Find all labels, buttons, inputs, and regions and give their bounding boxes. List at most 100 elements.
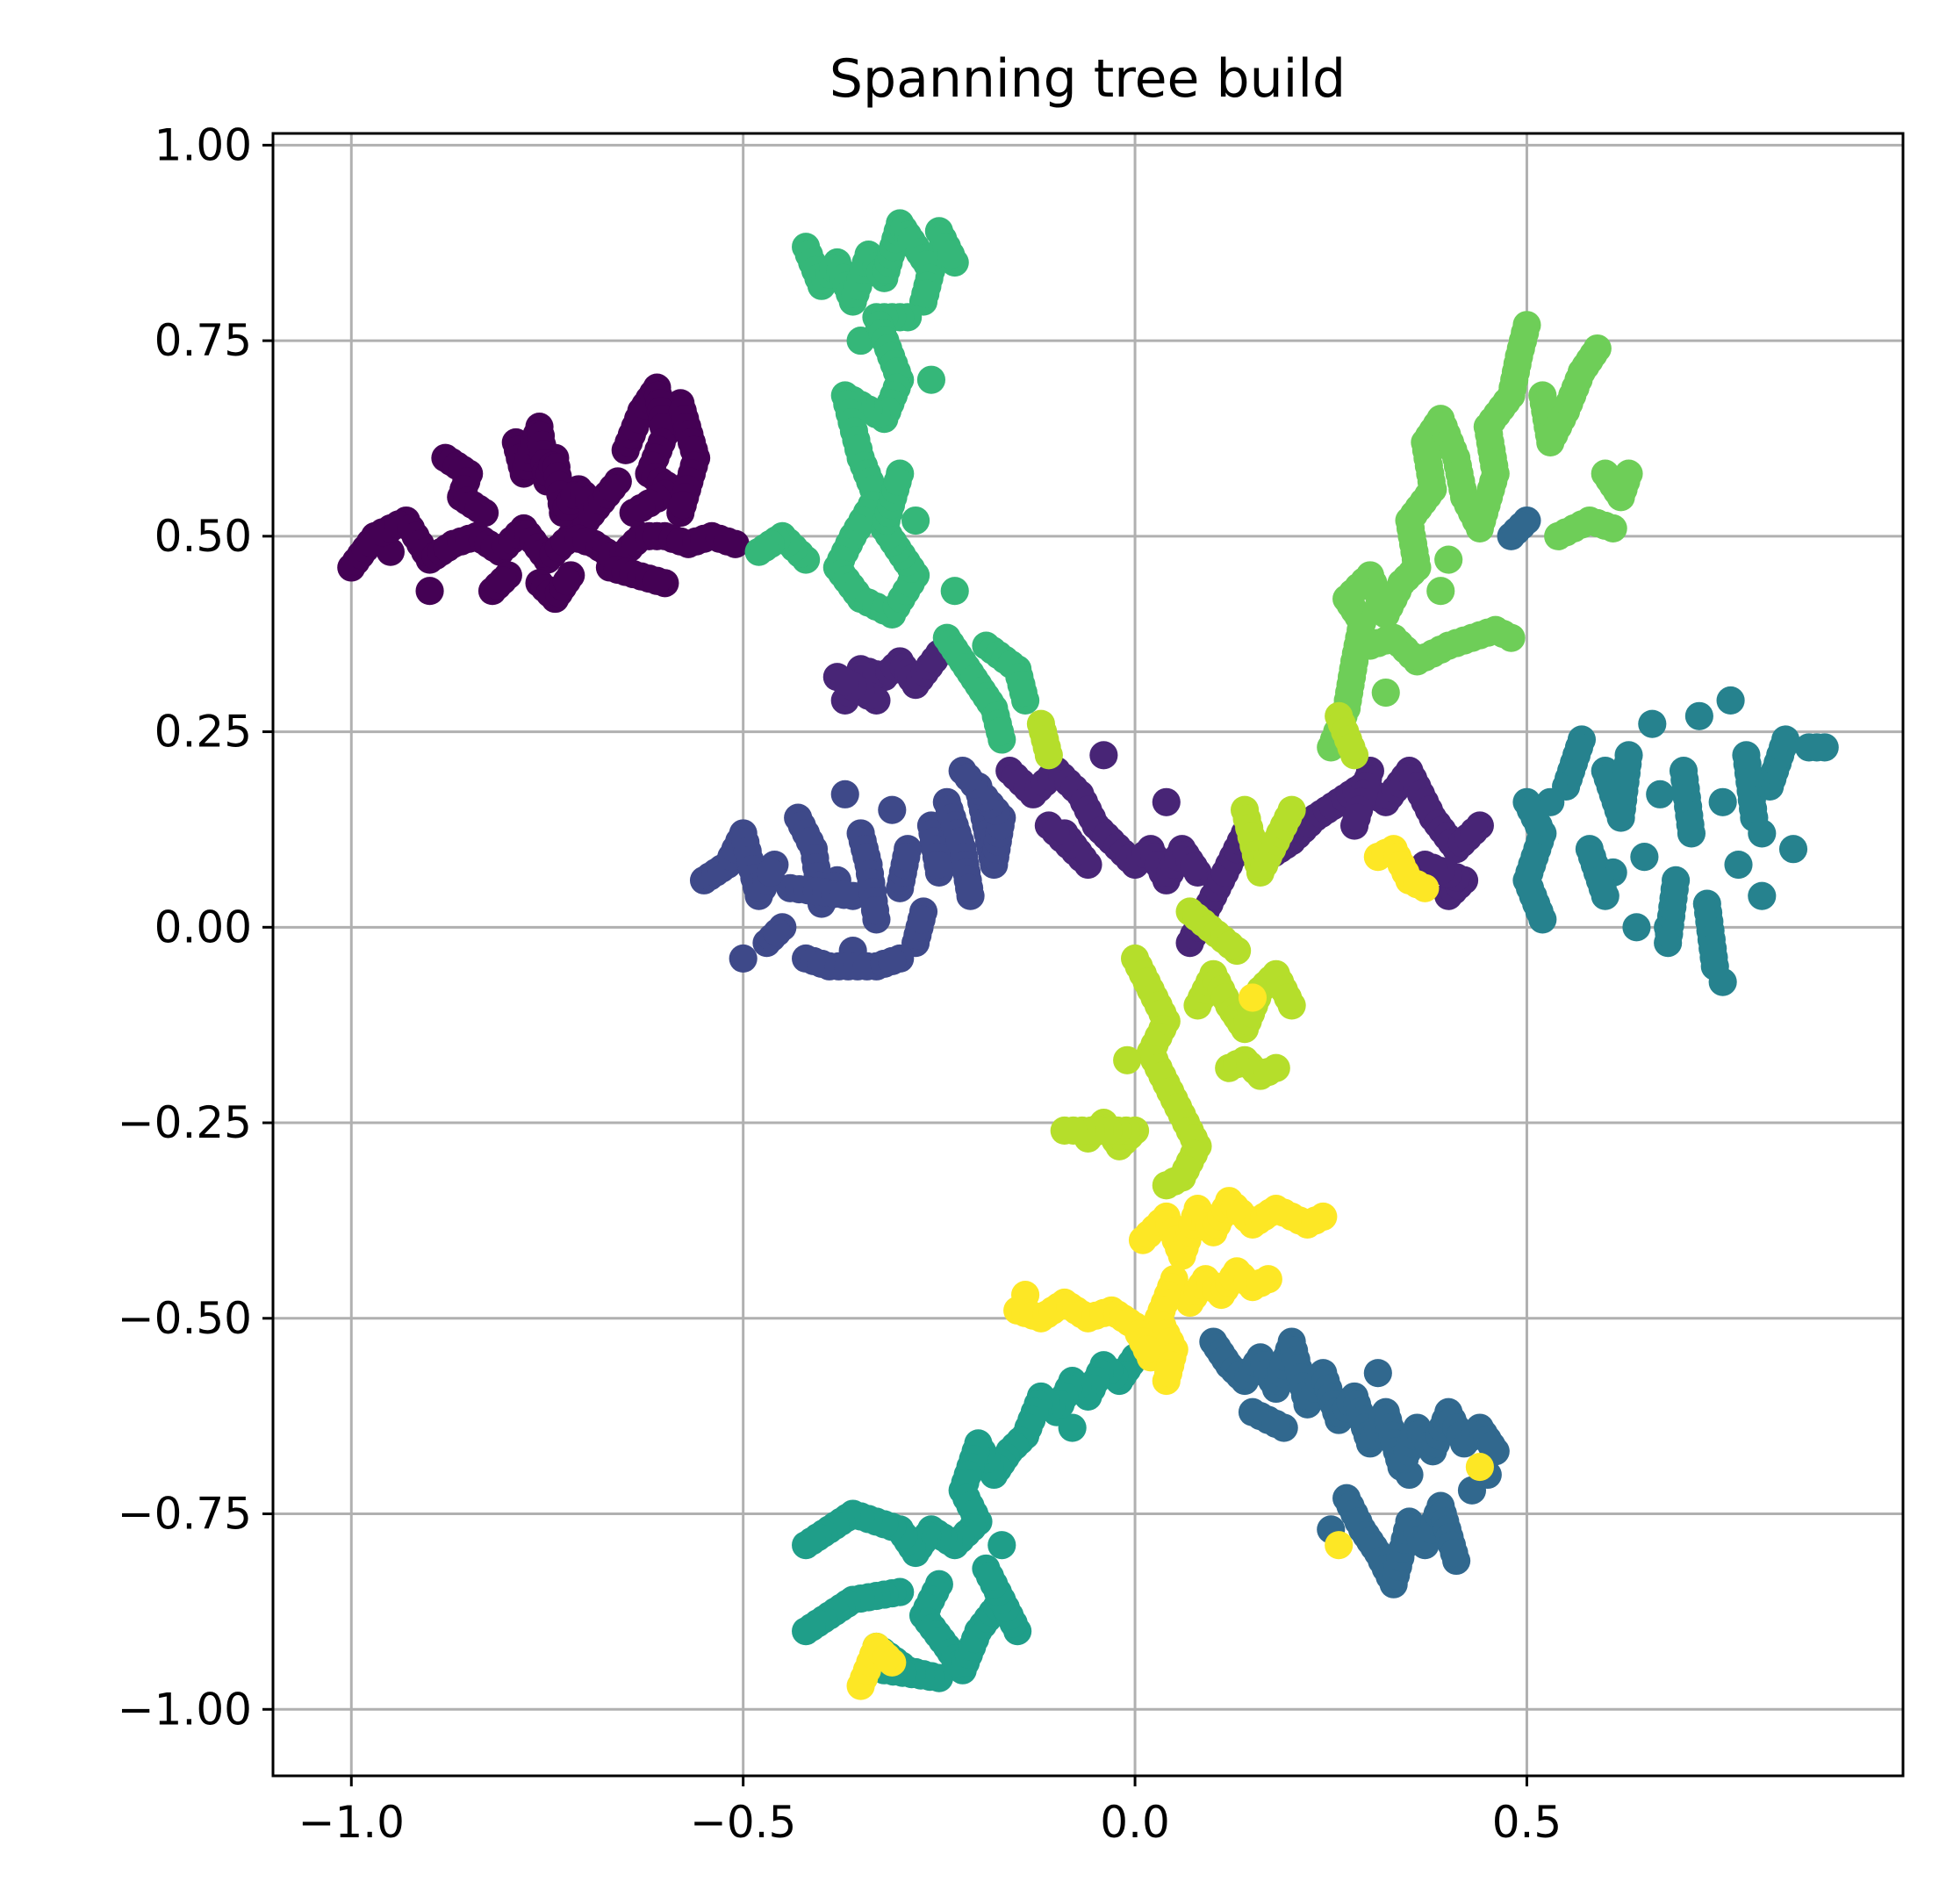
data-point <box>1564 733 1594 762</box>
plot-frame <box>271 132 1905 1778</box>
data-point <box>1716 686 1745 715</box>
data-point <box>901 506 930 535</box>
data-point <box>643 566 671 595</box>
y-tick-label: 0.50 <box>154 511 252 562</box>
data-point <box>1489 620 1518 649</box>
y-tick-label: 0.00 <box>154 902 252 952</box>
data-point <box>830 667 859 696</box>
y-tick-label: −1.00 <box>118 1684 252 1735</box>
grid-lines <box>273 133 1903 1776</box>
data-point <box>907 905 936 934</box>
y-tick-label: −0.75 <box>118 1489 252 1540</box>
data-point <box>1363 1359 1392 1388</box>
data-point <box>1058 1413 1087 1442</box>
data-point <box>878 795 907 824</box>
data-point <box>1638 709 1667 738</box>
data-point <box>488 566 517 595</box>
y-tick-label: −0.50 <box>118 1293 252 1344</box>
data-point <box>1179 852 1209 881</box>
data-point <box>1160 1167 1189 1196</box>
data-point <box>830 780 859 808</box>
data-point <box>1246 1268 1275 1297</box>
data-point <box>464 494 493 523</box>
data-point <box>1371 678 1400 708</box>
data-point <box>1132 1335 1161 1364</box>
axis-ticks: −1.0 −0.5 0.0 0.5 1.00 0.75 0.50 0.25 0.00 −0.25 −… <box>118 119 1562 1848</box>
point-series <box>1199 506 1541 1599</box>
x-tick-label: 0.5 <box>1492 1797 1562 1848</box>
data-point <box>1612 467 1641 496</box>
data-point <box>1802 733 1831 762</box>
data-point <box>1778 835 1808 864</box>
data-point <box>1739 794 1768 823</box>
data-point <box>1089 741 1118 770</box>
data-point <box>1113 1045 1142 1074</box>
data-point <box>1708 787 1737 816</box>
data-point <box>878 946 907 975</box>
data-point <box>1748 819 1777 848</box>
x-tick-label: −1.0 <box>298 1797 405 1848</box>
data-point <box>797 1527 826 1556</box>
data-point <box>975 1562 1004 1591</box>
data-point <box>860 895 890 925</box>
data-point <box>1274 803 1303 832</box>
y-tick-label: 0.75 <box>154 315 252 366</box>
data-point <box>1724 850 1753 880</box>
data-point <box>1153 1359 1183 1388</box>
data-point <box>415 577 444 606</box>
point-series <box>1026 701 1369 1200</box>
data-point <box>940 577 969 606</box>
data-point <box>1622 913 1651 942</box>
data-point <box>797 1613 826 1642</box>
data-point <box>892 843 921 872</box>
data-point <box>937 241 966 269</box>
data-point <box>1769 733 1798 762</box>
data-point <box>1511 319 1540 348</box>
data-point <box>1301 1206 1330 1235</box>
data-point <box>1660 874 1689 904</box>
data-point <box>923 850 952 880</box>
point-series <box>1512 686 1839 996</box>
data-point <box>1579 340 1608 369</box>
x-tick-label: 0.0 <box>1100 1797 1170 1848</box>
data-point <box>1274 983 1303 1012</box>
data-point <box>1059 1116 1088 1146</box>
data-point <box>552 567 581 596</box>
data-point <box>1748 881 1777 910</box>
data-point <box>627 493 656 522</box>
data-point <box>873 1642 901 1671</box>
data-point <box>1630 843 1659 872</box>
y-tick-label: −0.25 <box>118 1097 252 1148</box>
data-point <box>1708 967 1737 996</box>
y-tick-label: 0.25 <box>154 707 252 758</box>
data-point <box>1676 810 1705 839</box>
data-point <box>1032 733 1061 762</box>
data-point <box>987 1531 1016 1560</box>
data-point <box>1440 1539 1469 1568</box>
data-point <box>1253 1058 1282 1087</box>
data-point <box>1342 803 1371 832</box>
data-point <box>1588 873 1617 902</box>
data-point <box>1325 1531 1354 1560</box>
data-point <box>1460 817 1489 846</box>
point-series <box>846 835 1494 1700</box>
data-point <box>1041 817 1070 846</box>
chart-title: Spanning tree build <box>829 48 1346 110</box>
data-point <box>1403 870 1432 899</box>
data-point <box>1426 577 1455 606</box>
data-point <box>916 365 946 394</box>
data-point <box>1261 1410 1290 1439</box>
data-point <box>1477 1431 1506 1460</box>
data-point <box>985 717 1015 746</box>
data-point <box>1434 545 1463 574</box>
data-point <box>668 491 697 520</box>
point-series <box>337 373 750 614</box>
data-point <box>1009 678 1038 708</box>
data-point <box>911 279 940 308</box>
data-points <box>337 209 1839 1700</box>
point-series <box>744 209 1040 754</box>
data-point <box>750 534 779 563</box>
data-point <box>1591 511 1619 541</box>
data-point <box>1525 897 1554 926</box>
